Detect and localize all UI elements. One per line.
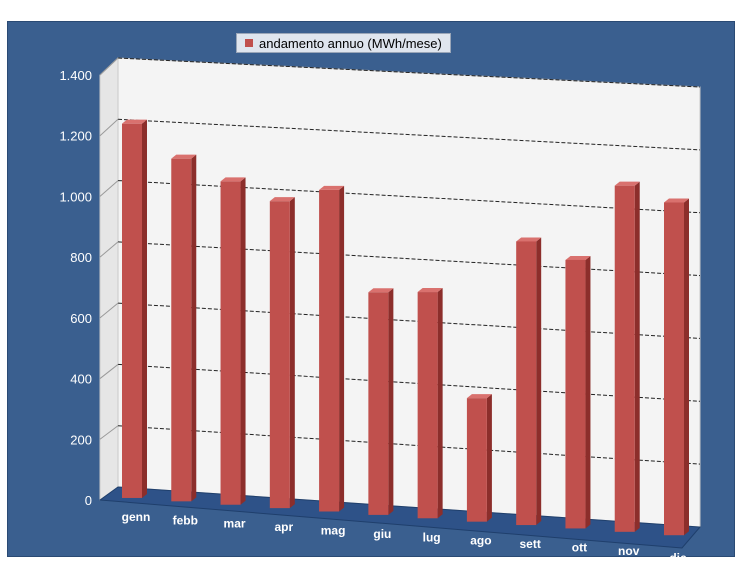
gridline: [117, 118, 701, 151]
bar-side: [437, 288, 443, 519]
chart-floor: [98, 486, 702, 549]
x-tick-label: genn: [122, 510, 151, 524]
y-tick-label: 200: [70, 432, 92, 447]
bar-top: [319, 185, 345, 190]
bar: [122, 123, 142, 498]
y-tick-label: 800: [70, 250, 92, 265]
gridline: [117, 302, 701, 339]
bar-top: [516, 237, 542, 242]
y-tick-label: 1.000: [59, 189, 92, 204]
gridline: [117, 180, 701, 214]
bar: [269, 201, 290, 509]
gridline: [117, 57, 701, 88]
gridline-side: [99, 241, 119, 258]
bar-side: [240, 177, 246, 505]
bar-side: [684, 198, 689, 536]
bar-top: [664, 198, 689, 203]
bar-top: [565, 255, 591, 260]
bar: [516, 241, 537, 526]
bar: [614, 185, 635, 532]
x-tick-label: dic: [669, 551, 687, 563]
bar: [368, 292, 389, 515]
gridline-side: [99, 425, 119, 440]
bar-top: [220, 177, 246, 182]
x-tick-label: sett: [520, 537, 541, 551]
bar-side: [289, 197, 295, 509]
x-tick-label: mar: [224, 517, 246, 531]
gridline-side: [99, 180, 119, 197]
x-tick-label: ago: [470, 534, 491, 548]
gridline: [117, 425, 701, 465]
x-tick-label: ott: [572, 540, 587, 554]
back-wall: [117, 57, 701, 528]
y-tick-label: 400: [70, 372, 92, 387]
side-wall: [99, 56, 119, 501]
x-tick-label: mag: [321, 524, 346, 538]
gridline: [117, 363, 701, 402]
bar-side: [486, 394, 492, 522]
x-tick-label: nov: [618, 544, 640, 558]
x-tick-label: lug: [423, 530, 441, 544]
bar: [220, 181, 241, 505]
x-tick-label: febb: [173, 513, 198, 527]
legend-swatch: [245, 39, 253, 47]
bar-side: [536, 237, 542, 526]
bar: [417, 292, 438, 519]
bar-top: [466, 394, 492, 399]
bar: [319, 189, 340, 512]
bar-top: [417, 288, 443, 293]
gridline-side: [99, 302, 119, 319]
legend-label: andamento annuo (MWh/mese): [259, 35, 442, 51]
bar-side: [142, 119, 147, 498]
gridline: [117, 241, 701, 277]
bar: [171, 158, 192, 502]
legend: andamento annuo (MWh/mese): [236, 33, 451, 53]
bar: [664, 202, 684, 536]
x-tick-label: giu: [373, 527, 391, 541]
bar-top: [269, 197, 295, 202]
bar-side: [585, 255, 591, 529]
bar-side: [339, 185, 345, 512]
bar: [466, 398, 487, 522]
gridline-side: [99, 364, 119, 379]
bar-top: [171, 154, 197, 159]
bar-side: [634, 181, 640, 532]
bar-top: [122, 119, 147, 124]
y-tick-label: 1.200: [59, 129, 92, 144]
bar-top: [368, 288, 394, 293]
y-tick-label: 600: [70, 311, 92, 326]
gridline-side: [99, 57, 119, 76]
bar-side: [191, 154, 197, 502]
bar: [565, 259, 586, 529]
x-tick-label: apr: [274, 520, 293, 534]
bar-top: [614, 181, 640, 186]
bar-side: [388, 288, 394, 515]
gridline-side: [99, 118, 119, 137]
y-tick-label: 0: [85, 493, 92, 508]
y-tick-label: 1.400: [59, 68, 92, 83]
